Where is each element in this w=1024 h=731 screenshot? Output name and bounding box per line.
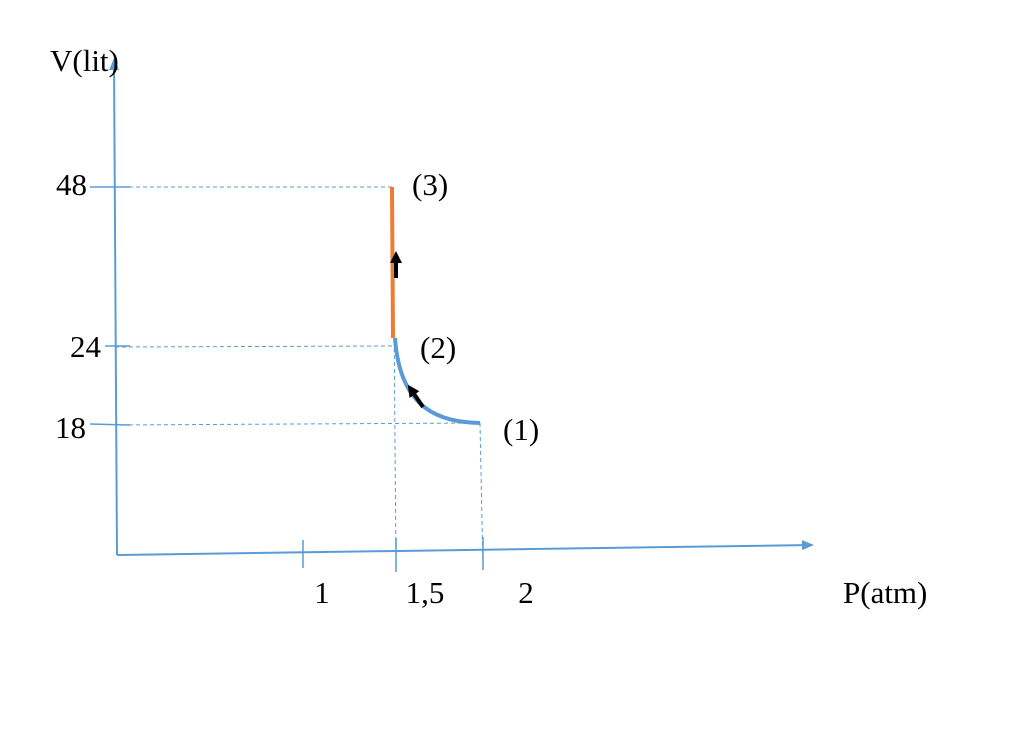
x-axis <box>116 540 814 556</box>
point-label: (3) <box>412 167 448 202</box>
x-axis-label: P(atm) <box>843 575 927 610</box>
x-tick-label: 1 <box>314 575 330 610</box>
point-label: (2) <box>420 330 456 365</box>
y-axis-label: V(lit) <box>50 43 119 78</box>
x-tick-label: 2 <box>518 575 534 610</box>
guide-lines <box>114 186 484 571</box>
isotherm-curve <box>393 337 481 425</box>
y-tick-label: 24 <box>70 329 102 364</box>
y-tick-label: 48 <box>56 167 87 202</box>
x-tick-label: 1,5 <box>406 575 445 610</box>
y-axis <box>109 58 120 556</box>
isobar-line <box>390 186 395 339</box>
point-label: (1) <box>503 412 539 447</box>
y-tick-label: 18 <box>55 410 86 445</box>
ticks <box>89 186 484 572</box>
direction-arrow <box>407 384 425 409</box>
